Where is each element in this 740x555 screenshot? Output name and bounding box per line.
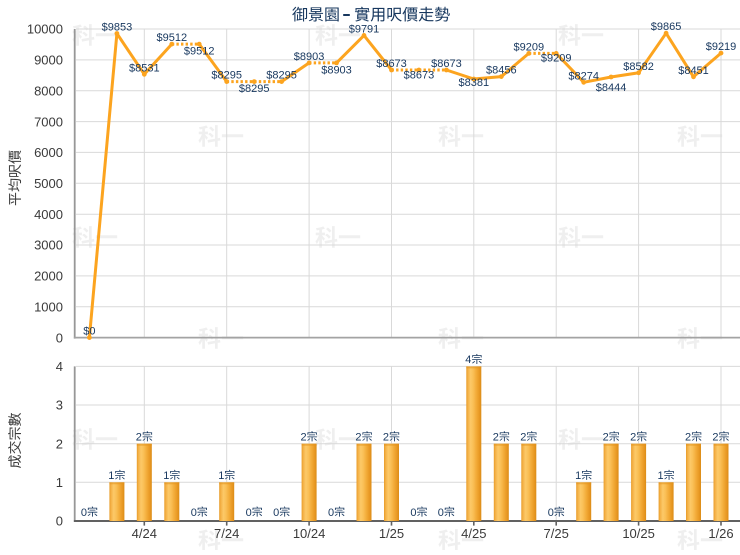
svg-text:1/25: 1/25 [379, 526, 404, 541]
svg-text:10000: 10000 [27, 22, 63, 37]
svg-text:0: 0 [56, 330, 63, 345]
svg-text:$9209: $9209 [514, 41, 545, 53]
svg-text:$8673: $8673 [376, 58, 407, 70]
svg-text:5000: 5000 [34, 176, 63, 191]
svg-text:2: 2 [493, 432, 499, 444]
svg-text:1: 1 [218, 470, 224, 482]
svg-text:$9209: $9209 [541, 52, 572, 64]
svg-text:2: 2 [630, 432, 636, 444]
svg-text:1: 1 [108, 470, 114, 482]
svg-text:2: 2 [603, 432, 609, 444]
svg-text:2: 2 [301, 432, 307, 444]
svg-text:4: 4 [465, 354, 471, 366]
svg-text:4: 4 [56, 359, 63, 374]
svg-text:7/25: 7/25 [544, 526, 569, 541]
svg-text:$8295: $8295 [239, 83, 270, 95]
svg-text:$8295: $8295 [266, 70, 297, 82]
svg-text:$8444: $8444 [596, 82, 627, 94]
svg-text:0: 0 [438, 507, 444, 519]
svg-text:0: 0 [246, 507, 252, 519]
svg-text:$9791: $9791 [349, 23, 380, 35]
svg-text:$8274: $8274 [568, 70, 599, 82]
svg-text:2: 2 [685, 432, 691, 444]
svg-text:2000: 2000 [34, 269, 63, 284]
svg-text:0: 0 [328, 507, 334, 519]
svg-text:8000: 8000 [34, 83, 63, 98]
svg-text:10/24: 10/24 [293, 526, 326, 541]
svg-text:2: 2 [56, 436, 63, 451]
svg-text:0: 0 [273, 507, 279, 519]
svg-text:2: 2 [712, 432, 718, 444]
svg-text:$9865: $9865 [651, 21, 682, 33]
svg-text:$8582: $8582 [623, 61, 654, 73]
svg-text:2: 2 [520, 432, 526, 444]
svg-text:7/24: 7/24 [214, 526, 239, 541]
svg-text:$8451: $8451 [678, 65, 709, 77]
svg-text:$8673: $8673 [404, 70, 435, 82]
svg-text:$8903: $8903 [294, 51, 325, 63]
svg-text:2: 2 [383, 432, 389, 444]
svg-text:10/25: 10/25 [622, 526, 655, 541]
svg-text:0: 0 [56, 514, 63, 529]
svg-text:4000: 4000 [34, 207, 63, 222]
svg-text:2: 2 [355, 432, 361, 444]
svg-text:6000: 6000 [34, 145, 63, 160]
svg-text:1: 1 [658, 470, 664, 482]
svg-text:$9853: $9853 [102, 22, 133, 34]
svg-text:1: 1 [163, 470, 169, 482]
svg-text:3: 3 [56, 398, 63, 413]
svg-text:1/26: 1/26 [708, 526, 733, 541]
svg-text:7000: 7000 [34, 114, 63, 129]
svg-text:$0: $0 [83, 326, 95, 338]
svg-text:$9219: $9219 [706, 41, 737, 53]
svg-text:$8381: $8381 [459, 77, 490, 89]
svg-text:$8295: $8295 [211, 70, 242, 82]
svg-text:0: 0 [410, 507, 416, 519]
svg-text:1: 1 [575, 470, 581, 482]
svg-text:4/24: 4/24 [132, 526, 157, 541]
svg-text:0: 0 [191, 507, 197, 519]
svg-text:$8903: $8903 [321, 64, 352, 76]
svg-text:2: 2 [136, 432, 142, 444]
svg-text:$8456: $8456 [486, 65, 517, 77]
svg-text:$8673: $8673 [431, 58, 462, 70]
svg-text:4/25: 4/25 [461, 526, 486, 541]
svg-text:0: 0 [548, 507, 554, 519]
svg-text:1: 1 [56, 475, 63, 490]
svg-text:$9512: $9512 [184, 46, 215, 58]
svg-text:9000: 9000 [34, 53, 63, 68]
svg-text:3000: 3000 [34, 238, 63, 253]
svg-text:0: 0 [81, 507, 87, 519]
svg-text:1000: 1000 [34, 299, 63, 314]
svg-text:$9512: $9512 [157, 32, 188, 44]
svg-text:$8531: $8531 [129, 62, 160, 74]
